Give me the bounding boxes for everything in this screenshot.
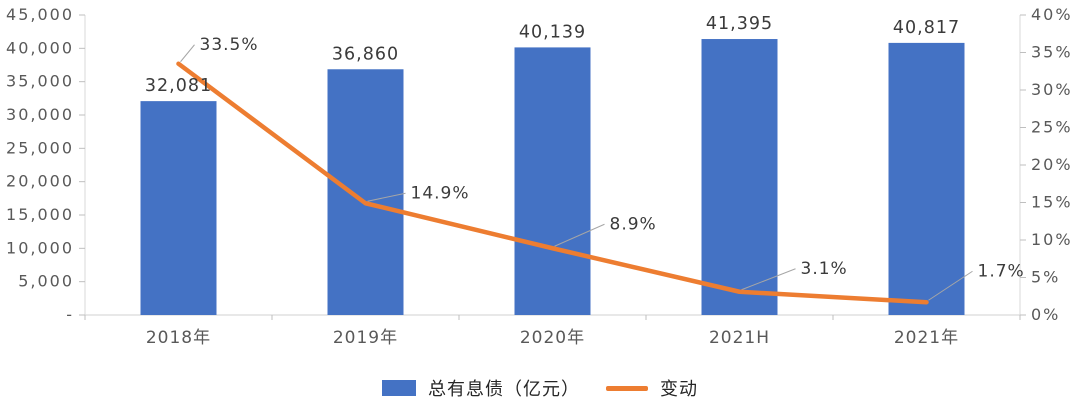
svg-text:20,000: 20,000 (6, 172, 74, 191)
svg-text:35,000: 35,000 (6, 72, 74, 91)
svg-text:32,081: 32,081 (145, 76, 212, 96)
svg-text:5%: 5% (1031, 268, 1060, 287)
svg-text:2021年: 2021年 (894, 328, 959, 348)
svg-text:30%: 30% (1031, 80, 1073, 99)
svg-text:2021H: 2021H (709, 328, 770, 348)
chart-plot-area: - 5,000 10,000 15,000 20,000 25,000 30,000 35,0… (6, 5, 1073, 348)
svg-text:20%: 20% (1031, 155, 1073, 174)
svg-text:2019年: 2019年 (333, 328, 398, 348)
legend-item-bars: 总有息债（亿元） (382, 375, 580, 401)
svg-text:25%: 25% (1031, 118, 1073, 137)
bar-series-swatch-icon (382, 380, 416, 396)
svg-text:40,000: 40,000 (6, 38, 74, 57)
svg-text:30,000: 30,000 (6, 105, 74, 124)
chart-legend: 总有息债（亿元） 变动 (0, 375, 1080, 401)
svg-text:5,000: 5,000 (18, 272, 74, 291)
svg-text:2020年: 2020年 (520, 328, 585, 348)
svg-text:14.9%: 14.9% (411, 183, 470, 203)
svg-text:2018年: 2018年 (146, 328, 211, 348)
svg-text:36,860: 36,860 (332, 44, 399, 64)
svg-text:10,000: 10,000 (6, 238, 74, 257)
svg-text:35%: 35% (1031, 43, 1073, 62)
svg-text:1.7%: 1.7% (978, 261, 1025, 281)
legend-item-line: 变动 (606, 375, 698, 401)
legend-label-line: 变动 (660, 379, 698, 400)
svg-text:-: - (66, 305, 74, 324)
svg-text:8.9%: 8.9% (610, 214, 657, 234)
svg-text:40,139: 40,139 (519, 22, 586, 42)
svg-text:40%: 40% (1031, 5, 1073, 24)
line-series-swatch-icon (606, 385, 648, 391)
svg-text:33.5%: 33.5% (200, 35, 259, 55)
svg-text:40,817: 40,817 (893, 18, 960, 38)
svg-text:3.1%: 3.1% (801, 259, 848, 279)
svg-text:10%: 10% (1031, 230, 1073, 249)
svg-text:25,000: 25,000 (6, 138, 74, 157)
svg-text:15%: 15% (1031, 193, 1073, 212)
svg-text:45,000: 45,000 (6, 5, 74, 24)
legend-label-bars: 总有息债（亿元） (428, 379, 580, 400)
svg-text:41,395: 41,395 (706, 14, 773, 34)
svg-text:15,000: 15,000 (6, 205, 74, 224)
svg-text:0%: 0% (1031, 305, 1060, 324)
